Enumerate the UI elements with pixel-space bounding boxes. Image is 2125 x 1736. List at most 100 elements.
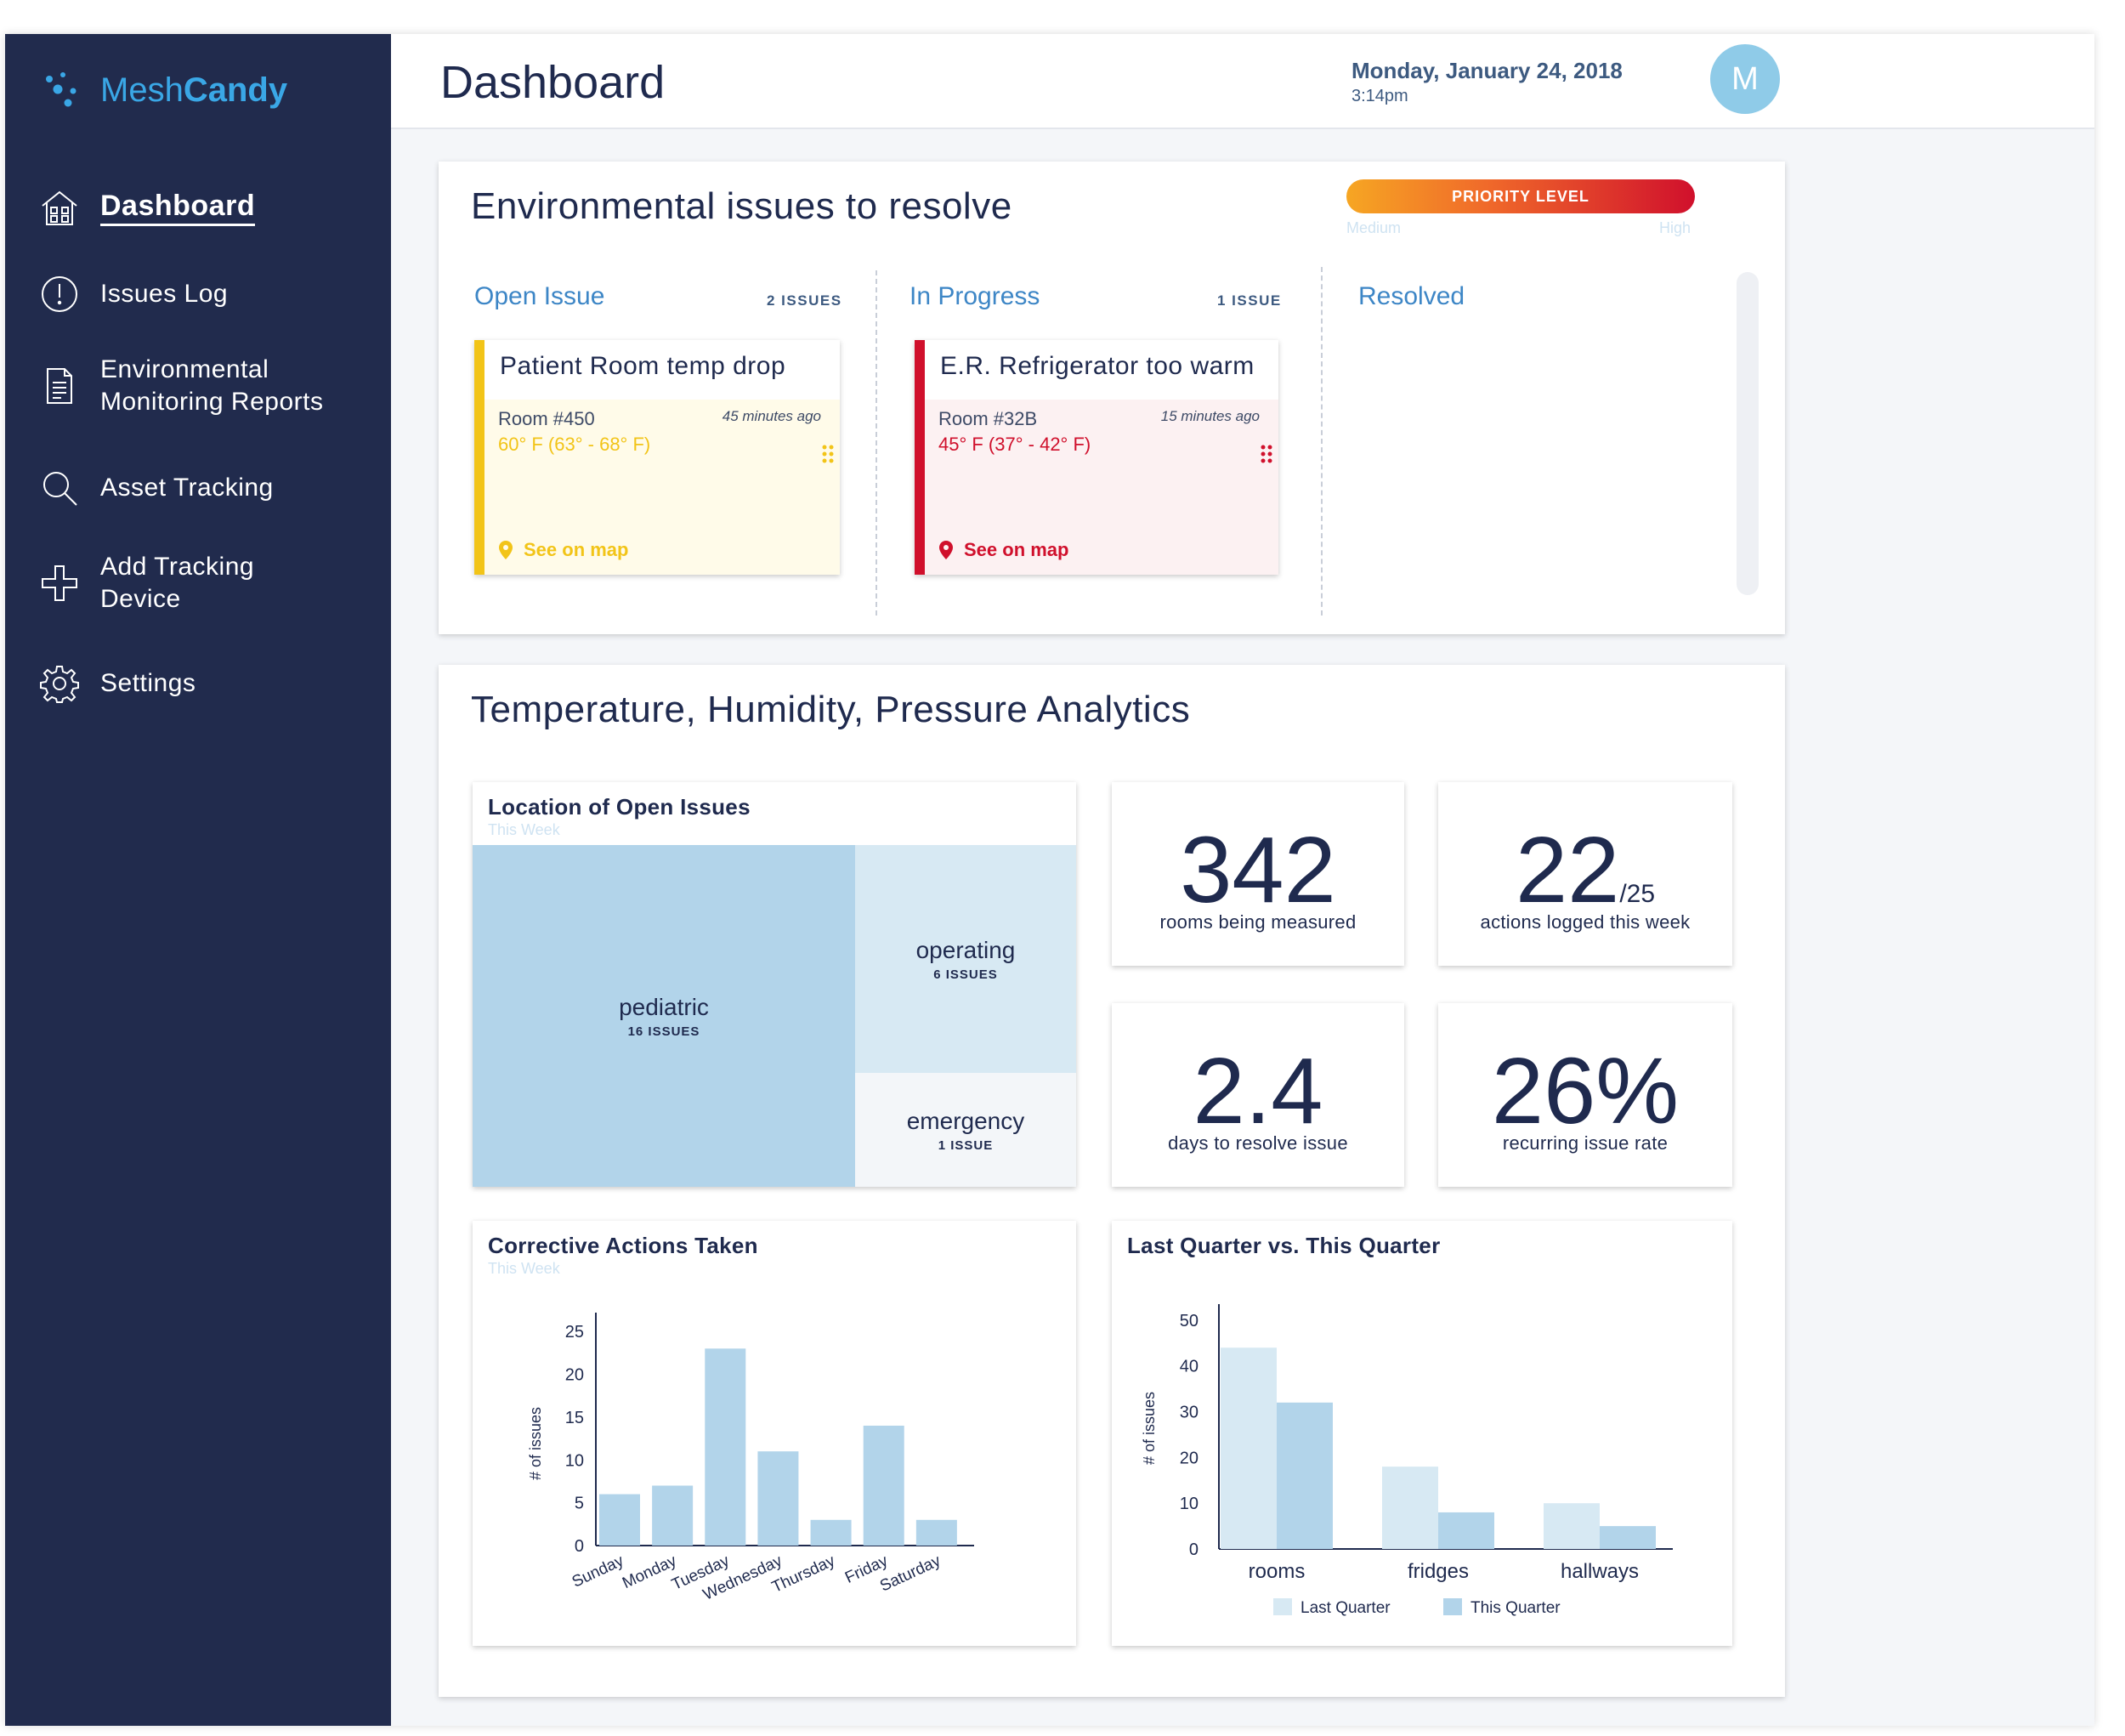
drag-handle-icon[interactable]: [1260, 444, 1273, 464]
bar-hallways-this-quarter: [1600, 1526, 1656, 1549]
stat-label: recurring issue rate: [1502, 1132, 1669, 1154]
stat-rooms-measured: 342 rooms being measured: [1112, 782, 1404, 966]
gear-icon: [39, 663, 80, 704]
area-count: 6 ISSUES: [933, 967, 998, 982]
home-icon: [39, 187, 80, 228]
y-tick-label: 5: [575, 1495, 584, 1513]
issue-temperature: 45° F (37° - 42° F): [938, 434, 1091, 455]
area-count: 16 ISSUES: [627, 1024, 700, 1039]
y-axis-label: # of issues: [527, 1407, 544, 1480]
see-on-map-label: See on map: [524, 539, 629, 560]
bar-rooms-this-quarter: [1277, 1402, 1333, 1549]
drag-handle-icon[interactable]: [821, 444, 835, 464]
issue-card[interactable]: Patient Room temp drop Room #450 45 minu…: [474, 340, 840, 575]
alert-circle-icon: [39, 274, 80, 315]
column-divider: [1321, 267, 1323, 616]
see-on-map-link[interactable]: See on map: [498, 539, 628, 561]
sidebar-item-label: Environmental Monitoring Reports: [100, 355, 324, 416]
y-tick-label: 0: [575, 1537, 584, 1556]
sidebar-item-label: Dashboard: [100, 190, 256, 226]
stat-days-to-resolve: 2.4 days to resolve issue: [1112, 1003, 1404, 1187]
issue-room: Room #450: [498, 408, 595, 429]
stat-value: 342: [1112, 816, 1404, 924]
analytics-panel: Temperature, Humidity, Pressure Analytic…: [439, 665, 1785, 1697]
card-title: Location of Open Issues: [488, 794, 751, 820]
legend-label: Last Quarter: [1300, 1599, 1391, 1617]
sidebar-item-asset-tracking[interactable]: Asset Tracking: [39, 468, 274, 508]
map-pin-icon: [499, 541, 513, 559]
card-title: Last Quarter vs. This Quarter: [1127, 1233, 1441, 1258]
y-tick-label: 0: [1189, 1540, 1198, 1559]
stat-number: 22: [1515, 818, 1620, 922]
issues-panel-title: Environmental issues to resolve: [471, 185, 1012, 227]
legend-swatch: [1443, 1598, 1462, 1615]
y-tick-label: 20: [565, 1366, 584, 1385]
analytics-panel-title: Temperature, Humidity, Pressure Analytic…: [471, 689, 1191, 730]
issue-body: Room #32B 15 minutes ago 45° F (37° - 42…: [925, 400, 1278, 575]
x-tick-label: hallways: [1561, 1560, 1639, 1583]
x-tick-label: Saturday: [877, 1552, 944, 1595]
x-tick-label: fridges: [1408, 1560, 1469, 1583]
issue-time-ago: 45 minutes ago: [722, 408, 821, 424]
stat-denominator: /25: [1619, 880, 1656, 908]
x-tick-label: Monday: [620, 1552, 680, 1592]
stat-recurring-rate: 26% recurring issue rate: [1438, 1003, 1732, 1187]
corrective-actions-card: Corrective Actions Taken This Week 0 5 10 1…: [473, 1221, 1076, 1646]
sidebar-item-issues-log[interactable]: Issues Log: [39, 274, 228, 315]
see-on-map-link[interactable]: See on map: [938, 539, 1068, 561]
bar-hallways-last-quarter: [1544, 1503, 1600, 1549]
card-subtitle: This Week: [488, 1260, 560, 1277]
column-divider: [876, 270, 877, 616]
treemap-area-pediatric[interactable]: pediatric 16 ISSUES: [473, 845, 855, 1187]
quarter-comparison-card: Last Quarter vs. This Quarter 0 10 20 30 40 5…: [1112, 1221, 1732, 1646]
legend-label: This Quarter: [1470, 1599, 1561, 1617]
priority-level-bar: PRIORITY LEVEL: [1346, 179, 1695, 213]
brand-prefix: Mesh: [100, 71, 184, 109]
top-header: Dashboard Monday, January 24, 2018 3:14p…: [391, 34, 2094, 129]
issues-scrollbar[interactable]: [1737, 272, 1759, 595]
stat-value: 26%: [1438, 1037, 1732, 1145]
location-open-issues-card: Location of Open Issues This Week pediat…: [473, 782, 1076, 1187]
area-name: operating: [915, 936, 1016, 963]
sidebar: MeshCandy Dashboard Issues Log: [5, 34, 391, 1726]
sidebar-item-label: Settings: [100, 669, 196, 697]
current-time: 3:14pm: [1352, 87, 1408, 105]
sidebar-item-dashboard[interactable]: Dashboard: [39, 187, 256, 228]
stat-actions-logged: 22/25 actions logged this week: [1438, 782, 1732, 966]
stat-value: 2.4: [1112, 1037, 1404, 1145]
bar-wednesday: [757, 1451, 799, 1546]
sidebar-item-settings[interactable]: Settings: [39, 663, 196, 704]
issue-title: E.R. Refrigerator too warm: [940, 352, 1255, 380]
stat-number: 26%: [1491, 1039, 1680, 1143]
bar-monday: [652, 1485, 694, 1546]
legend-swatch: [1273, 1598, 1292, 1615]
x-tick-label: Sunday: [570, 1552, 627, 1591]
issue-card[interactable]: E.R. Refrigerator too warm Room #32B 15 …: [915, 340, 1278, 575]
area-name: emergency: [906, 1107, 1025, 1134]
sidebar-item-environmental-monitoring-reports[interactable]: Environmental Monitoring Reports: [39, 354, 355, 418]
avatar[interactable]: M: [1710, 44, 1780, 114]
stat-value: 22/25: [1438, 816, 1732, 924]
issue-body: Room #450 45 minutes ago 60° F (63° - 68…: [484, 400, 840, 575]
sidebar-item-add-tracking-device[interactable]: Add Tracking Device: [39, 551, 304, 616]
y-tick-label: 50: [1180, 1312, 1198, 1330]
bar-friday: [863, 1425, 904, 1546]
map-pin-icon: [939, 541, 953, 559]
brand-logo[interactable]: MeshCandy: [42, 65, 287, 116]
issue-title: Patient Room temp drop: [500, 352, 786, 380]
page-title: Dashboard: [440, 57, 666, 108]
stat-number: 342: [1180, 818, 1336, 922]
see-on-map-label: See on map: [964, 539, 1069, 560]
brand-suffix: Candy: [183, 71, 288, 109]
issue-room: Room #32B: [938, 408, 1038, 429]
bar-sunday: [599, 1494, 640, 1546]
stat-label: actions logged this week: [1480, 911, 1691, 933]
y-tick-label: 10: [1180, 1495, 1198, 1513]
brand-name: MeshCandy: [100, 71, 287, 110]
treemap-area-operating[interactable]: operating 6 ISSUES: [855, 845, 1076, 1073]
treemap-area-emergency[interactable]: emergency 1 ISSUE: [855, 1073, 1076, 1187]
column-in-progress: In Progress: [910, 282, 1040, 310]
column-open-issue-count: 2 ISSUES: [767, 292, 842, 309]
priority-low-label: Medium: [1346, 219, 1402, 236]
current-date: Monday, January 24, 2018: [1352, 58, 1623, 83]
